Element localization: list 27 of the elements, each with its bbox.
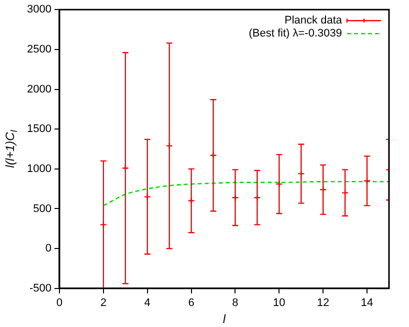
x-axis-title: l (222, 312, 226, 326)
point (144, 193, 151, 200)
y-tick-label: 2000 (26, 83, 52, 96)
point (166, 142, 173, 150)
point (188, 197, 195, 204)
x-tick-label: 10 (273, 297, 286, 310)
x-tick-label: 4 (144, 297, 150, 310)
legend-label: (Best fit) λ=-0.3039 (248, 28, 342, 40)
y-tick-label: 1500 (26, 123, 52, 136)
x-tick-label: 12 (316, 297, 330, 310)
point (298, 170, 305, 178)
x-tick-label: 2 (100, 297, 106, 310)
y-tick-label: 2500 (26, 43, 52, 56)
y-tick-label: -500 (29, 282, 52, 294)
point (100, 221, 108, 228)
x-tick-label: 0 (56, 297, 63, 310)
y-tick-label: 0 (45, 242, 52, 255)
x-tick-label: 14 (360, 297, 374, 310)
y-tick-label: 500 (33, 202, 52, 215)
y-tick-label: 3000 (26, 4, 52, 16)
x-tick-label: 8 (232, 297, 238, 310)
legend-label: Planck data (284, 14, 343, 27)
point (341, 189, 349, 196)
line-series (102, 181, 389, 206)
x-tick-label: 6 (188, 297, 194, 310)
y-tick-label: 1000 (26, 162, 52, 175)
y-axis-title: l(l+1)Cl (3, 129, 19, 168)
